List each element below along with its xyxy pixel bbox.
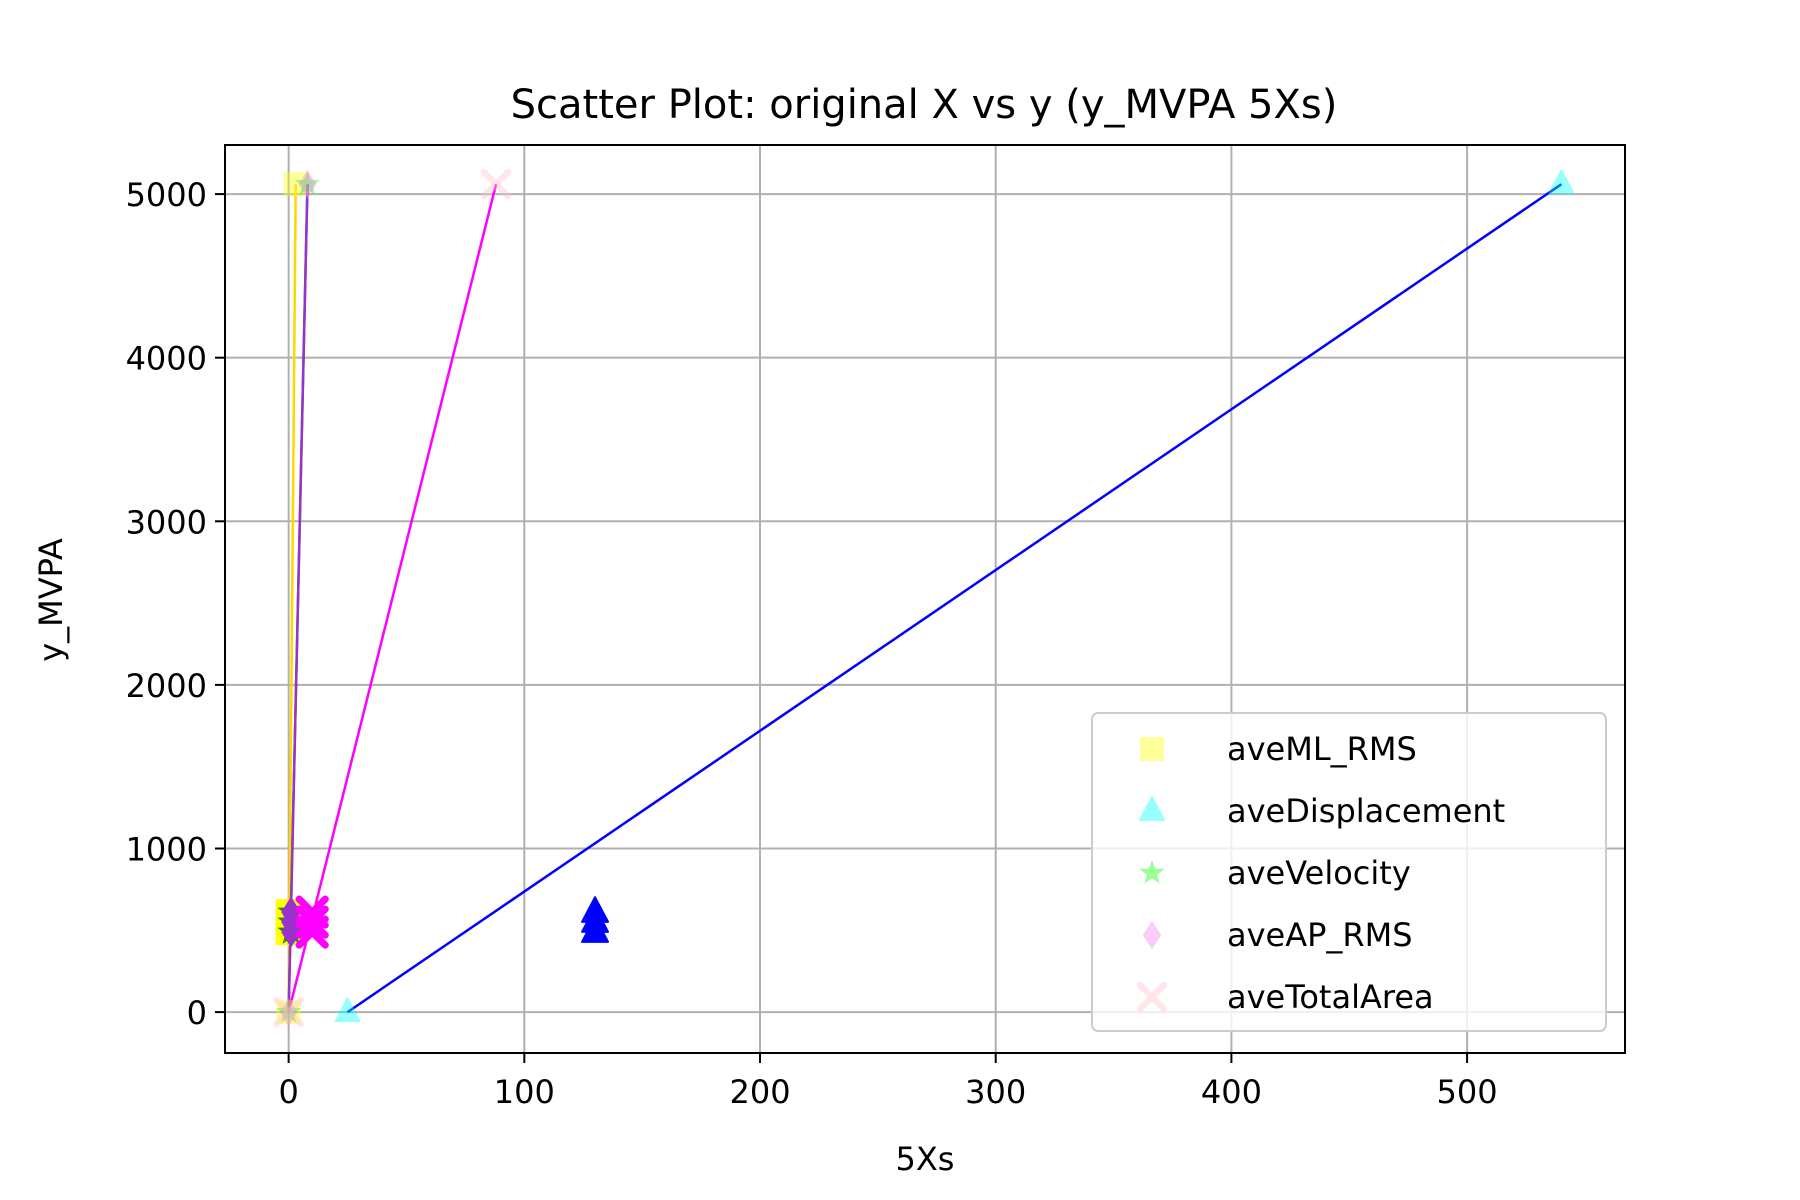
fit-lines <box>287 183 1563 1014</box>
x-tick-label: 0 <box>278 1073 298 1111</box>
legend-label: aveML_RMS <box>1227 730 1417 768</box>
legend-marker <box>1143 920 1161 950</box>
y-tick-label: 1000 <box>126 830 207 868</box>
data-point <box>273 996 304 1028</box>
y-axis-ticks: 0 1000 2000 3000 4000 5000 <box>126 176 225 1032</box>
mean-point <box>281 916 301 948</box>
legend-box <box>1091 712 1607 1032</box>
fit-line <box>287 183 498 1013</box>
x-axis-ticks: 0 100 200 300 400 500 <box>278 1053 1498 1111</box>
data-points <box>273 168 1575 1028</box>
x-tick-label: 400 <box>1201 1073 1262 1111</box>
y-tick-label: 0 <box>187 994 207 1032</box>
legend-label: aveVelocity <box>1227 854 1411 892</box>
data-point <box>276 1000 301 1025</box>
legend-marker <box>1139 796 1165 821</box>
x-tick-label: 500 <box>1437 1073 1498 1111</box>
legend-marker <box>1136 981 1168 1013</box>
legend-label: aveAP_RMS <box>1227 916 1413 954</box>
data-point <box>298 169 317 199</box>
mean-point <box>581 916 610 943</box>
x-tick-label: 100 <box>494 1073 555 1111</box>
legend: aveML_RMS aveDisplacement aveVelocity aveAP… <box>1091 712 1607 1032</box>
data-point <box>279 997 298 1027</box>
data-point <box>276 998 302 1023</box>
y-tick-label: 4000 <box>126 340 207 378</box>
y-tick-label: 2000 <box>126 667 207 705</box>
mean-point <box>295 905 329 939</box>
fit-line <box>287 184 309 1013</box>
data-point <box>480 168 512 200</box>
grid <box>225 145 1625 1053</box>
legend-label: aveTotalArea <box>1227 978 1434 1016</box>
x-tick-label: 200 <box>729 1073 790 1111</box>
x-tick-label: 300 <box>965 1073 1026 1111</box>
data-point <box>334 997 361 1023</box>
legend-marker <box>1139 859 1165 884</box>
y-tick-label: 5000 <box>126 176 207 214</box>
x-axis-label: 5Xs <box>896 1140 955 1178</box>
y-tick-label: 3000 <box>126 503 207 541</box>
fit-line <box>287 184 297 1013</box>
legend-marker <box>1140 737 1164 761</box>
chart-title: Scatter Plot: original X vs y (y_MVPA 5X… <box>511 82 1338 128</box>
legend-label: aveDisplacement <box>1227 792 1505 830</box>
plot-area-frame <box>224 144 1626 1054</box>
data-point <box>1548 169 1575 195</box>
data-point <box>294 171 320 195</box>
fit-line <box>346 183 1563 1014</box>
y-axis-label: y_MVPA <box>32 538 70 662</box>
mean-point <box>295 915 329 949</box>
data-point <box>283 172 308 197</box>
